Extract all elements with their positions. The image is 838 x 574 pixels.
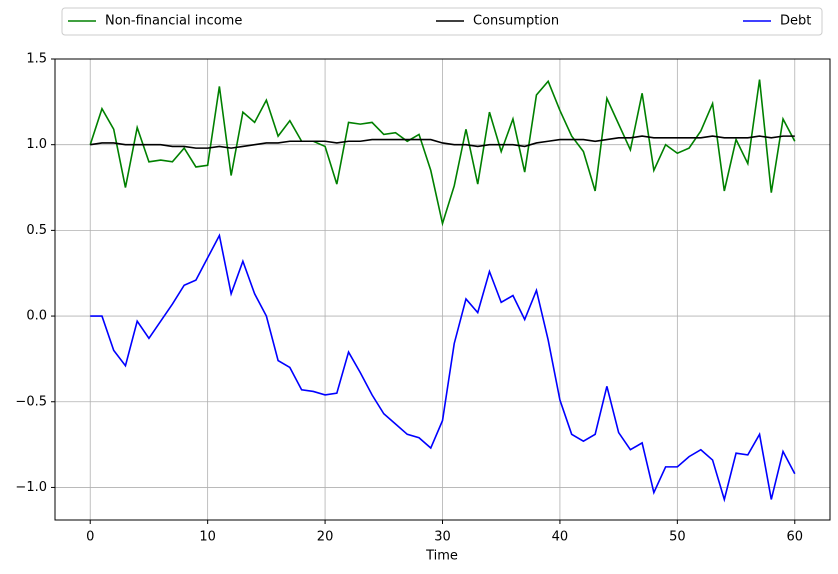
line-series bbox=[89, 79, 796, 227]
legend-label: Consumption bbox=[473, 14, 559, 29]
x-tick-label: 0 bbox=[86, 530, 94, 545]
x-tick-label: 10 bbox=[199, 530, 216, 545]
y-tick-label: −0.5 bbox=[15, 394, 47, 409]
legend-label: Debt bbox=[780, 14, 811, 29]
line-series bbox=[90, 135, 795, 149]
x-tick-label: 20 bbox=[317, 530, 334, 545]
y-tick-label: 0.0 bbox=[26, 309, 47, 324]
x-axis-label: Time bbox=[425, 549, 458, 564]
legend-label: Non-financial income bbox=[105, 14, 242, 29]
y-tick-label: −1.0 bbox=[15, 480, 47, 495]
line-series bbox=[90, 233, 796, 503]
x-tick-label: 50 bbox=[669, 530, 686, 545]
y-tick-label: 1.0 bbox=[26, 137, 47, 152]
x-tick-label: 40 bbox=[552, 530, 569, 545]
y-tick-label: 0.5 bbox=[26, 223, 47, 238]
plot-frame bbox=[54, 58, 831, 521]
x-tick-label: 30 bbox=[434, 530, 451, 545]
x-tick-label: 60 bbox=[786, 530, 803, 545]
y-tick-label: 1.5 bbox=[26, 52, 47, 67]
